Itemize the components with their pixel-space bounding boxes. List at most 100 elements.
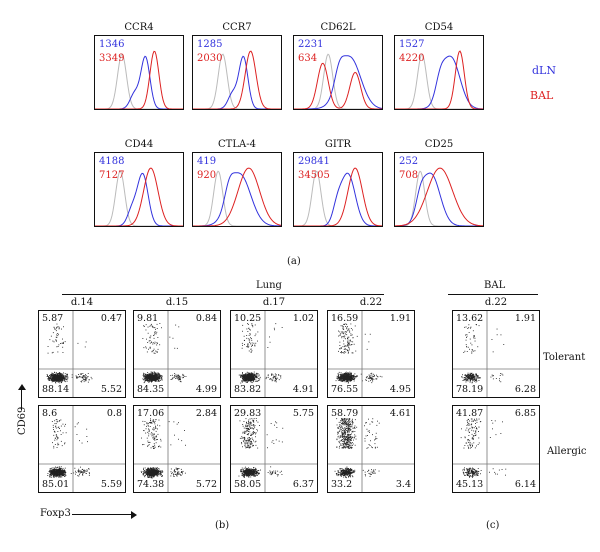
mfi-dln: 29841 bbox=[298, 156, 330, 167]
quadrant-bl: 45.13 bbox=[456, 479, 484, 490]
histogram-cd62l: 2231 634 bbox=[293, 35, 383, 110]
dln-curve bbox=[95, 55, 183, 109]
panel-label-c: (c) bbox=[486, 520, 500, 531]
quadrant-br: 3.4 bbox=[395, 479, 411, 490]
mfi-bal: 920 bbox=[197, 170, 217, 181]
quadrant-tl: 41.87 bbox=[456, 408, 484, 419]
mfi-dln: 1285 bbox=[197, 39, 223, 50]
isotype-curve bbox=[294, 170, 382, 226]
quadrant-br: 6.28 bbox=[514, 384, 536, 395]
lung-dotplot: 29.83 5.75 58.05 6.37 bbox=[230, 405, 318, 493]
quadrant-tr: 0.84 bbox=[195, 313, 217, 324]
day-header: d.17 bbox=[262, 297, 286, 308]
quadrant-bl: 76.55 bbox=[331, 384, 359, 395]
histogram-ccr7: 1285 2030 bbox=[192, 35, 282, 110]
histogram-title-ctla-4: CTLA-4 bbox=[218, 139, 256, 150]
mfi-dln: 2231 bbox=[298, 39, 324, 50]
dot-cloud bbox=[453, 406, 539, 492]
mfi-bal: 708 bbox=[399, 170, 419, 181]
histogram-curves bbox=[294, 167, 382, 226]
histogram-curves bbox=[95, 167, 183, 226]
dln-curve bbox=[193, 172, 281, 226]
histogram-cd54: 1527 4220 bbox=[394, 35, 484, 110]
panel-label-a: (a) bbox=[287, 256, 301, 267]
lung-dotplot: 17.06 2.84 74.38 5.72 bbox=[133, 405, 221, 493]
lung-dotplot: 58.79 4.61 33.2 3.4 bbox=[327, 405, 415, 493]
quadrant-br: 5.52 bbox=[100, 384, 122, 395]
bal-dotplot: 41.87 6.85 45.13 6.14 bbox=[452, 405, 540, 493]
mfi-dln: 419 bbox=[197, 156, 217, 167]
bal-curve bbox=[95, 167, 183, 226]
quadrant-tr: 4.61 bbox=[389, 408, 411, 419]
isotype-curve bbox=[294, 53, 382, 109]
legend-bal: BAL bbox=[530, 89, 554, 102]
quadrant-bl: 58.05 bbox=[234, 479, 262, 490]
histogram-title-ccr7: CCR7 bbox=[222, 22, 252, 33]
mfi-bal: 7127 bbox=[99, 170, 125, 181]
mfi-bal: 634 bbox=[298, 53, 318, 64]
dot-cloud bbox=[231, 311, 317, 397]
quadrant-bl: 74.38 bbox=[137, 479, 165, 490]
histogram-title-ccr4: CCR4 bbox=[124, 22, 154, 33]
quadrant-tl: 5.87 bbox=[42, 313, 64, 324]
bal-header: BAL bbox=[484, 280, 506, 291]
quadrant-br: 6.37 bbox=[292, 479, 314, 490]
histogram-curves bbox=[395, 50, 483, 109]
quadrant-br: 5.59 bbox=[100, 479, 122, 490]
bal-day-header: d.22 bbox=[484, 297, 508, 308]
dln-curve bbox=[395, 172, 483, 226]
lung-header: Lung bbox=[256, 280, 282, 291]
dot-cloud bbox=[39, 311, 125, 397]
quadrant-br: 6.14 bbox=[514, 479, 536, 490]
x-axis-arrowhead bbox=[131, 511, 137, 519]
bal-curve bbox=[95, 50, 183, 109]
panel-label-b: (b) bbox=[215, 520, 230, 531]
bal-curve bbox=[294, 62, 382, 109]
quadrant-tr: 5.75 bbox=[292, 408, 314, 419]
quadrant-tl: 13.62 bbox=[456, 313, 484, 324]
y-axis-label: CD69 bbox=[17, 406, 28, 435]
lung-dotplot: 5.87 0.47 88.14 5.52 bbox=[38, 310, 126, 398]
lung-dotplot: 10.25 1.02 83.82 4.91 bbox=[230, 310, 318, 398]
quadrant-tl: 29.83 bbox=[234, 408, 262, 419]
quadrant-tr: 1.02 bbox=[292, 313, 314, 324]
quadrant-tr: 6.85 bbox=[514, 408, 536, 419]
quadrant-br: 4.95 bbox=[389, 384, 411, 395]
histogram-ccr4: 1346 3349 bbox=[94, 35, 184, 110]
dot-cloud bbox=[328, 311, 414, 397]
quadrant-br: 4.99 bbox=[195, 384, 217, 395]
quadrant-tl: 16.59 bbox=[331, 313, 359, 324]
isotype-curve bbox=[193, 170, 281, 226]
histogram-curves bbox=[193, 50, 281, 109]
dot-cloud bbox=[453, 311, 539, 397]
x-axis-arrow bbox=[72, 514, 132, 515]
quadrant-bl: 78.19 bbox=[456, 384, 484, 395]
mfi-dln: 1527 bbox=[399, 39, 425, 50]
dln-curve bbox=[294, 55, 382, 109]
histogram-curves bbox=[294, 53, 382, 109]
quadrant-tl: 8.6 bbox=[42, 408, 58, 419]
quadrant-tr: 2.84 bbox=[195, 408, 217, 419]
bal-dotplot: 13.62 1.91 78.19 6.28 bbox=[452, 310, 540, 398]
bal-curve bbox=[193, 167, 281, 226]
quadrant-bl: 88.14 bbox=[42, 384, 70, 395]
dln-curve bbox=[294, 172, 382, 226]
lung-dotplot: 8.6 0.8 85.01 5.59 bbox=[38, 405, 126, 493]
histogram-title-cd25: CD25 bbox=[424, 139, 454, 150]
mfi-bal: 4220 bbox=[399, 53, 425, 64]
quadrant-bl: 84.35 bbox=[137, 384, 165, 395]
quadrant-tr: 1.91 bbox=[514, 313, 536, 324]
dot-cloud bbox=[39, 406, 125, 492]
histogram-ctla-4: 419 920 bbox=[192, 152, 282, 227]
dot-cloud bbox=[231, 406, 317, 492]
mfi-dln: 1346 bbox=[99, 39, 125, 50]
histogram-curves bbox=[193, 167, 281, 226]
mfi-dln: 252 bbox=[399, 156, 419, 167]
quadrant-br: 5.72 bbox=[195, 479, 217, 490]
y-axis-arrowhead bbox=[18, 384, 26, 390]
isotype-curve bbox=[95, 170, 183, 226]
lung-dotplot: 9.81 0.84 84.35 4.99 bbox=[133, 310, 221, 398]
dot-cloud bbox=[134, 406, 220, 492]
row-label-allergic: Allergic bbox=[547, 446, 587, 457]
histogram-curves bbox=[395, 167, 483, 226]
